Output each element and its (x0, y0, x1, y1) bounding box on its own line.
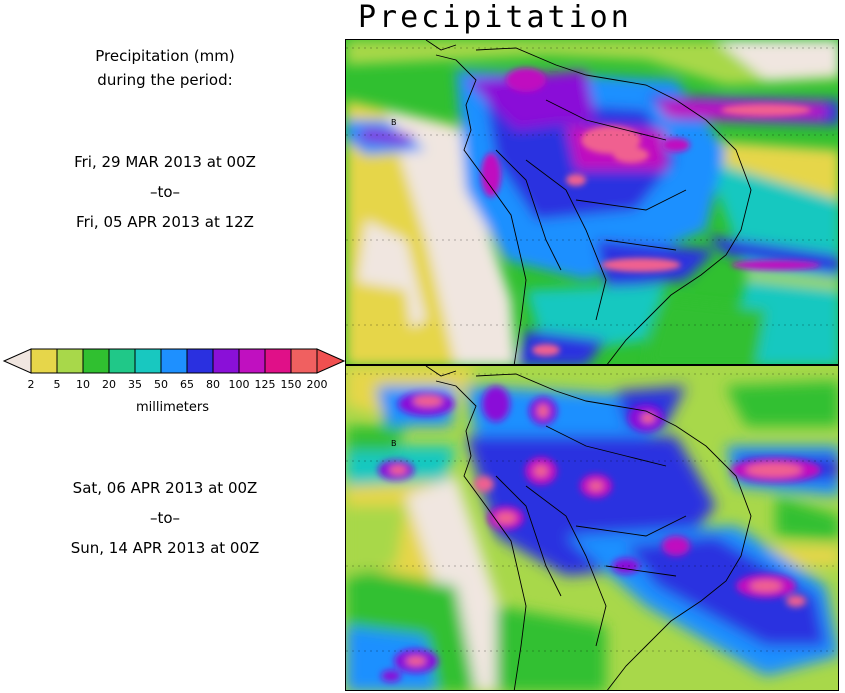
period-2-start: Sat, 06 APR 2013 at 00Z (72, 479, 258, 497)
legend-tick-label: 125 (254, 378, 276, 391)
map1-graticule (346, 47, 838, 326)
legend-cell (238, 348, 266, 374)
legend-tick-label: 200 (306, 378, 328, 391)
map2-coastlines (425, 366, 752, 690)
legend-under-arrow (2, 348, 32, 374)
legend-tick-label: 80 (206, 378, 220, 391)
map-week2-image: B (346, 366, 838, 690)
legend-cell (108, 348, 136, 374)
map1-coastlines (425, 40, 752, 364)
legend-tick-label: 20 (102, 378, 116, 391)
period-1-end: Fri, 05 APR 2013 at 12Z (76, 213, 254, 231)
legend-tick-label: 5 (53, 378, 61, 391)
legend-cell (264, 348, 292, 374)
legend-bar (2, 348, 345, 374)
legend-tick-label: 100 (228, 378, 250, 391)
period-1-start: Fri, 29 MAR 2013 at 00Z (74, 153, 256, 171)
legend-units: millimeters (136, 400, 209, 415)
precip-map-week2: B (345, 365, 839, 691)
period-2-label: Sat, 06 APR 2013 at 00Z –to– Sun, 14 APR… (0, 476, 330, 560)
legend-cell (212, 348, 240, 374)
legend-cell (30, 348, 58, 374)
legend-tick-label: 35 (128, 378, 142, 391)
color-legend (0, 348, 345, 418)
legend-over-arrow (316, 348, 345, 374)
map2-graticule (346, 373, 838, 652)
legend-tick-label: 2 (27, 378, 35, 391)
page-title: Precipitation Forecast (358, 0, 632, 71)
svg-text:B: B (391, 439, 397, 448)
legend-tick-label: 150 (280, 378, 302, 391)
legend-cell (134, 348, 162, 374)
legend-cell (290, 348, 318, 374)
period-2-end: Sun, 14 APR 2013 at 00Z (70, 539, 260, 557)
legend-ticks: 2 5 10 20 35 50 65 80 100 125 150 200 (0, 378, 345, 392)
legend-tick-label: 10 (76, 378, 90, 391)
svg-text:B: B (391, 118, 397, 127)
legend-tick-label: 50 (154, 378, 168, 391)
precip-map-week1: B (345, 39, 839, 365)
period-2-separator: –to– (149, 509, 181, 527)
intro-text: Precipitation (mm) during the period: (0, 44, 330, 92)
legend-tick-label: 65 (180, 378, 194, 391)
period-1-label: Fri, 29 MAR 2013 at 00Z –to– Fri, 05 APR… (0, 150, 330, 234)
intro-line-2: during the period: (97, 71, 233, 89)
map-week1-image: B (346, 40, 838, 364)
legend-cell (186, 348, 214, 374)
intro-line-1: Precipitation (mm) (95, 47, 235, 65)
legend-cell (56, 348, 84, 374)
legend-cell (82, 348, 110, 374)
legend-cell (160, 348, 188, 374)
period-1-separator: –to– (149, 183, 181, 201)
